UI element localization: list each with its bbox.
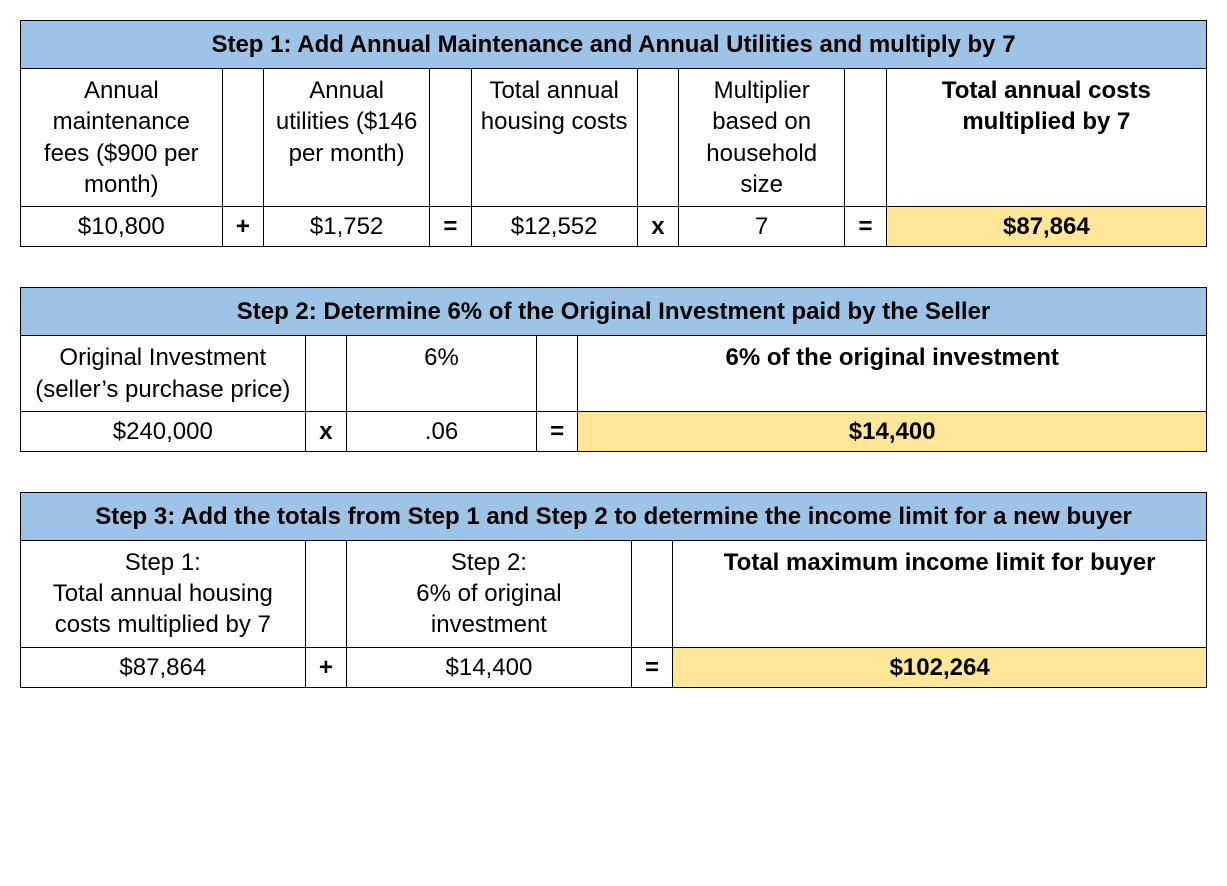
step3-table: Step 3: Add the totals from Step 1 and S… bbox=[20, 492, 1207, 688]
step1-op-spacer-0 bbox=[222, 69, 264, 207]
step2-val-0: $240,000 bbox=[21, 411, 306, 451]
step3-col-1: Step 2:6% of original investment bbox=[347, 541, 632, 648]
step1-op-2: x bbox=[637, 206, 679, 246]
step2-col-0: Original Investment (seller’s purchase p… bbox=[21, 336, 306, 411]
step1-result: $87,864 bbox=[886, 206, 1206, 246]
step1-val-3: 7 bbox=[679, 206, 845, 246]
step1-col-1: Annual utilities ($146 per month) bbox=[264, 69, 430, 207]
step3-val-0: $87,864 bbox=[21, 647, 306, 687]
step3-op-0: + bbox=[305, 647, 347, 687]
step3-title: Step 3: Add the totals from Step 1 and S… bbox=[21, 492, 1207, 540]
step1-op-spacer-1 bbox=[430, 69, 472, 207]
step1-op-3: = bbox=[845, 206, 887, 246]
step1-op-spacer-2 bbox=[637, 69, 679, 207]
step3-val-1: $14,400 bbox=[347, 647, 632, 687]
step2-op-spacer-0 bbox=[305, 336, 347, 411]
step2-table: Step 2: Determine 6% of the Original Inv… bbox=[20, 287, 1207, 452]
step2-result: $14,400 bbox=[578, 411, 1207, 451]
step1-val-2: $12,552 bbox=[471, 206, 637, 246]
step3-col-0: Step 1:Total annual housing costs multip… bbox=[21, 541, 306, 648]
step2-col-1: 6% bbox=[347, 336, 537, 411]
step1-table: Step 1: Add Annual Maintenance and Annua… bbox=[20, 20, 1207, 247]
step1-op-0: + bbox=[222, 206, 264, 246]
step1-col-4: Total annual costs multiplied by 7 bbox=[886, 69, 1206, 207]
step1-op-spacer-3 bbox=[845, 69, 887, 207]
step3-result: $102,264 bbox=[673, 647, 1207, 687]
step2-op-0: x bbox=[305, 411, 347, 451]
step1-col-3: Multiplier based on household size bbox=[679, 69, 845, 207]
step3-op-1: = bbox=[631, 647, 673, 687]
step2-op-1: = bbox=[536, 411, 578, 451]
step3-op-spacer-0 bbox=[305, 541, 347, 648]
step1-title: Step 1: Add Annual Maintenance and Annua… bbox=[21, 21, 1207, 69]
step1-val-0: $10,800 bbox=[21, 206, 223, 246]
step1-op-1: = bbox=[430, 206, 472, 246]
step2-op-spacer-1 bbox=[536, 336, 578, 411]
step1-col-2: Total annual housing costs bbox=[471, 69, 637, 207]
step3-op-spacer-1 bbox=[631, 541, 673, 648]
step3-col-2: Total maximum income limit for buyer bbox=[673, 541, 1207, 648]
step1-col-0: Annual maintenance fees ($900 per month) bbox=[21, 69, 223, 207]
step1-val-1: $1,752 bbox=[264, 206, 430, 246]
step2-col-2: 6% of the original investment bbox=[578, 336, 1207, 411]
step2-title: Step 2: Determine 6% of the Original Inv… bbox=[21, 288, 1207, 336]
step2-val-1: .06 bbox=[347, 411, 537, 451]
